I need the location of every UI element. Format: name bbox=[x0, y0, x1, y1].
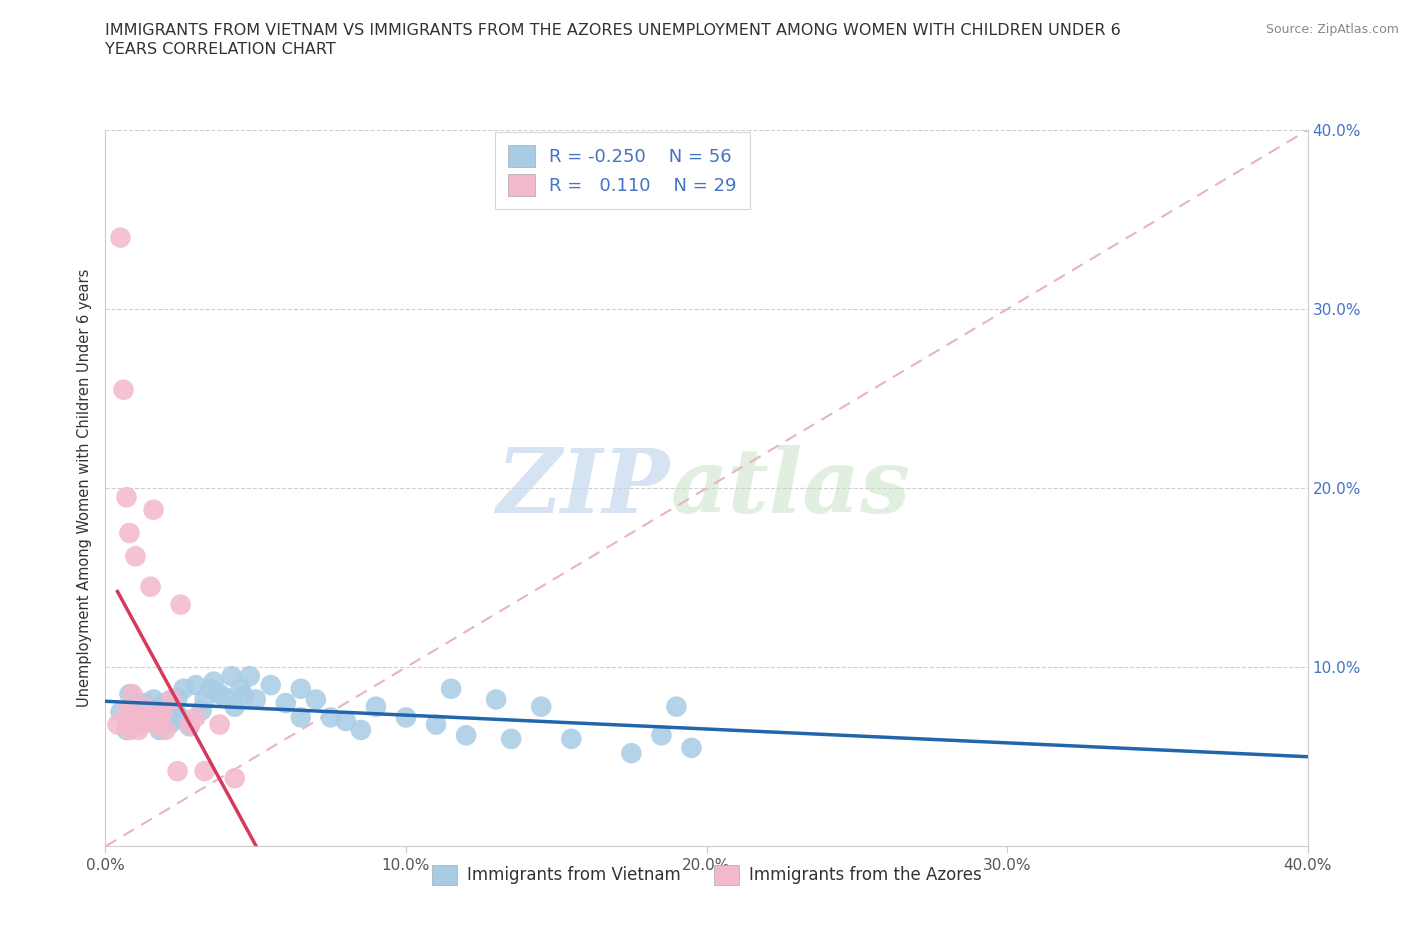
Point bbox=[152, 705, 174, 720]
Point bbox=[530, 699, 553, 714]
Point bbox=[124, 717, 146, 732]
Point bbox=[224, 699, 246, 714]
Point bbox=[142, 692, 165, 707]
Point bbox=[454, 728, 477, 743]
Point bbox=[148, 710, 170, 724]
Point bbox=[110, 705, 132, 720]
Point bbox=[173, 682, 195, 697]
Point bbox=[145, 711, 167, 726]
Point bbox=[485, 692, 508, 707]
Point bbox=[184, 710, 207, 724]
Point bbox=[202, 674, 225, 689]
Point bbox=[245, 692, 267, 707]
Point bbox=[179, 717, 201, 732]
Point bbox=[139, 579, 162, 594]
Point bbox=[274, 696, 297, 711]
Point bbox=[560, 732, 582, 747]
Point bbox=[155, 708, 177, 723]
Point bbox=[350, 723, 373, 737]
Point bbox=[290, 710, 312, 724]
Point bbox=[121, 717, 143, 732]
Point bbox=[131, 717, 153, 732]
Point bbox=[681, 740, 703, 755]
Point bbox=[169, 710, 191, 724]
Point bbox=[665, 699, 688, 714]
Point bbox=[620, 746, 643, 761]
Point bbox=[169, 597, 191, 612]
Point bbox=[208, 717, 231, 732]
Point bbox=[115, 490, 138, 505]
Point bbox=[134, 699, 156, 714]
Point bbox=[200, 682, 222, 697]
Point bbox=[650, 728, 672, 743]
Point bbox=[134, 696, 156, 711]
Point bbox=[136, 710, 159, 724]
Text: atlas: atlas bbox=[671, 445, 911, 532]
Point bbox=[118, 686, 141, 701]
Legend: Immigrants from Vietnam, Immigrants from the Azores: Immigrants from Vietnam, Immigrants from… bbox=[425, 858, 988, 892]
Point bbox=[121, 710, 143, 724]
Point bbox=[112, 382, 135, 397]
Point bbox=[305, 692, 328, 707]
Point bbox=[163, 701, 186, 716]
Point bbox=[239, 669, 262, 684]
Point bbox=[214, 690, 236, 705]
Text: Source: ZipAtlas.com: Source: ZipAtlas.com bbox=[1265, 23, 1399, 36]
Point bbox=[131, 707, 153, 722]
Point bbox=[425, 717, 447, 732]
Y-axis label: Unemployment Among Women with Children Under 6 years: Unemployment Among Women with Children U… bbox=[77, 269, 93, 708]
Point bbox=[208, 686, 231, 701]
Point bbox=[145, 717, 167, 732]
Point bbox=[166, 764, 188, 778]
Point bbox=[124, 710, 146, 724]
Point bbox=[142, 502, 165, 517]
Point bbox=[290, 682, 312, 697]
Point bbox=[148, 723, 170, 737]
Point bbox=[160, 692, 183, 707]
Point bbox=[110, 231, 132, 246]
Point bbox=[121, 686, 143, 701]
Point bbox=[128, 723, 150, 737]
Point bbox=[115, 723, 138, 737]
Point bbox=[194, 692, 217, 707]
Point bbox=[229, 682, 252, 697]
Point bbox=[194, 764, 217, 778]
Point bbox=[139, 703, 162, 718]
Point bbox=[184, 678, 207, 693]
Point bbox=[118, 723, 141, 737]
Point bbox=[118, 525, 141, 540]
Point bbox=[136, 713, 159, 728]
Text: IMMIGRANTS FROM VIETNAM VS IMMIGRANTS FROM THE AZORES UNEMPLOYMENT AMONG WOMEN W: IMMIGRANTS FROM VIETNAM VS IMMIGRANTS FR… bbox=[105, 23, 1121, 38]
Point bbox=[364, 699, 387, 714]
Point bbox=[115, 705, 138, 720]
Point bbox=[160, 715, 183, 730]
Point bbox=[152, 698, 174, 712]
Point bbox=[179, 719, 201, 734]
Point bbox=[232, 688, 254, 703]
Point bbox=[124, 549, 146, 564]
Point bbox=[124, 699, 146, 714]
Point bbox=[395, 710, 418, 724]
Point bbox=[166, 690, 188, 705]
Point bbox=[157, 694, 180, 709]
Point bbox=[501, 732, 523, 747]
Point bbox=[440, 682, 463, 697]
Point bbox=[155, 723, 177, 737]
Point bbox=[190, 703, 212, 718]
Point bbox=[335, 713, 357, 728]
Point bbox=[319, 710, 342, 724]
Point bbox=[260, 678, 283, 693]
Point bbox=[107, 717, 129, 732]
Point bbox=[224, 771, 246, 786]
Point bbox=[221, 669, 243, 684]
Text: YEARS CORRELATION CHART: YEARS CORRELATION CHART bbox=[105, 42, 336, 57]
Text: ZIP: ZIP bbox=[498, 445, 671, 532]
